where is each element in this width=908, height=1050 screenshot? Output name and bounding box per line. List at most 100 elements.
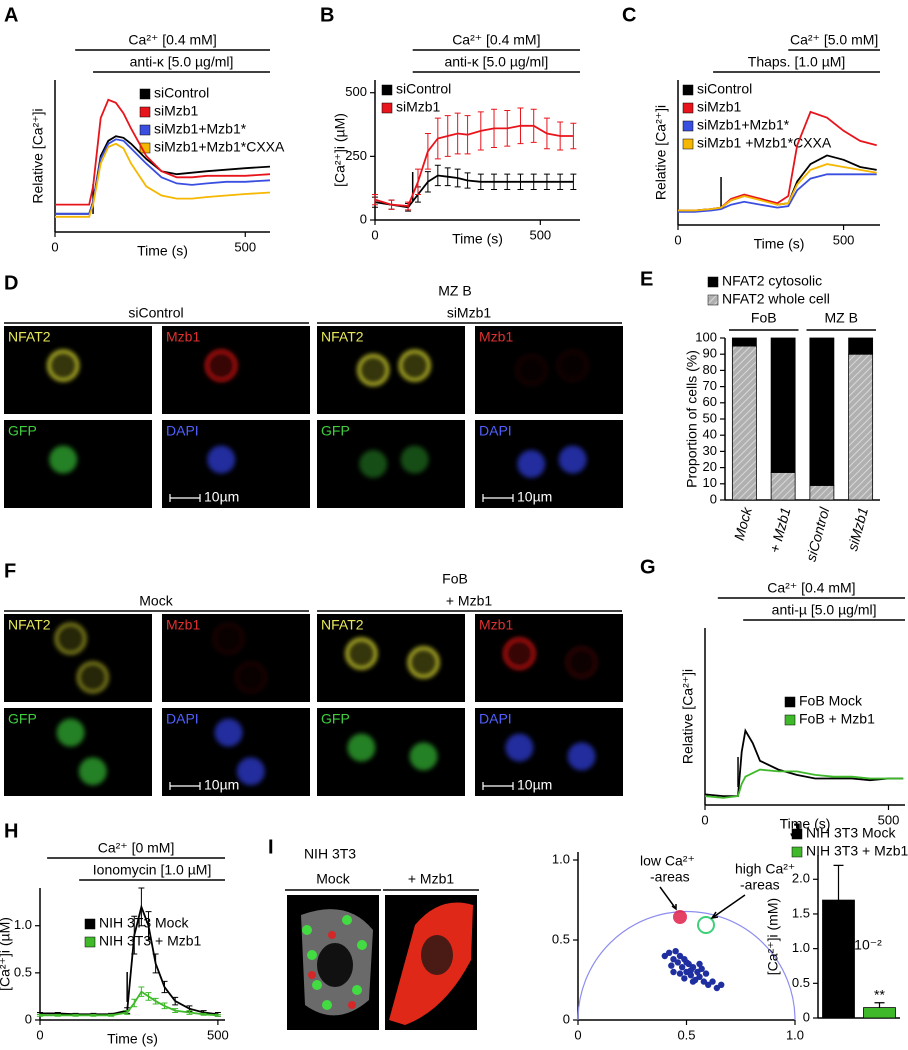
cell-body (214, 718, 243, 747)
cell-body (347, 733, 376, 762)
point (683, 959, 690, 966)
point (672, 948, 679, 955)
micrograph: DAPI 10µm (162, 708, 310, 796)
point (668, 962, 675, 969)
point (687, 967, 695, 974)
micrograph: GFP (317, 420, 465, 508)
panel-title: FoB (442, 571, 468, 587)
point (676, 970, 684, 977)
cell-core (59, 627, 82, 650)
trace (678, 163, 877, 212)
legend-swatch (139, 124, 151, 136)
cell-body (236, 757, 265, 786)
scale-bar-label: 10µm (204, 489, 239, 505)
cell-rim (54, 622, 87, 655)
channel-label: Mzb1 (166, 617, 200, 633)
cell-core (218, 628, 240, 650)
x-tick-label: siControl (803, 505, 833, 563)
scale-bar (482, 782, 514, 790)
x-axis-label: Time (s) (452, 231, 503, 247)
x-axis-label: Time (s) (754, 236, 805, 252)
legend-swatch (139, 106, 151, 118)
nucleus (317, 943, 353, 987)
image-label: Mock (316, 871, 350, 887)
image-background (317, 708, 465, 796)
scale-bar (482, 494, 514, 502)
channel-label: DAPI (479, 711, 512, 727)
legend-swatch (791, 846, 803, 858)
x-tick-label: 0 (371, 227, 378, 242)
legend-label: siMzb1+Mzb1*CXXA (154, 139, 285, 155)
speckle (312, 980, 322, 990)
micrograph: NFAT2 (4, 614, 152, 702)
y-tick-label: 0 (563, 1011, 570, 1026)
panel-label: F (4, 560, 16, 582)
y-tick-label: 0 (803, 1009, 810, 1024)
channel-label: GFP (8, 423, 37, 439)
annotation: p=10⁻² (838, 937, 882, 953)
cell-core (210, 354, 233, 377)
y-tick-label: 30 (703, 443, 717, 458)
speckle (322, 1000, 332, 1010)
y-tick-label: 250 (345, 148, 367, 163)
cell-core (362, 359, 385, 381)
y-tick-label: 1.5 (792, 905, 810, 920)
legend-label: NFAT2 whole cell (722, 291, 830, 307)
y-tick-label: 10 (703, 475, 717, 490)
stimulus-label: Ca²⁺ [0.4 mM] (767, 580, 855, 596)
image-background (4, 420, 152, 508)
cell-rim (205, 349, 238, 382)
nucleus (421, 935, 453, 975)
annotation: -areas (740, 877, 780, 893)
panel-label: E (640, 268, 653, 290)
y-tick-label: 0 (25, 1011, 32, 1026)
y-tick-label: 40 (703, 427, 717, 442)
legend-label: FoB Mock (799, 693, 863, 709)
stimulus-label: Ca²⁺ [0 mM] (98, 840, 175, 856)
image-background (317, 614, 465, 702)
panel-label: B (320, 4, 334, 26)
cell-core (52, 354, 75, 377)
point (718, 981, 725, 988)
cell-body (409, 742, 438, 771)
cell-core (403, 354, 426, 377)
legend-swatch (381, 84, 393, 96)
micrograph: DAPI 10µm (475, 708, 623, 796)
image-label: + Mzb1 (408, 871, 455, 887)
cell-core (508, 642, 531, 665)
stimulus-label: anti-µ [5.0 µg/ml] (772, 602, 877, 618)
cell-core (240, 666, 262, 688)
cell-rim (47, 349, 80, 382)
cell-core (350, 642, 373, 665)
legend-label: NIH 3T3 + Mzb1 (99, 933, 202, 949)
y-tick-label: 1.0 (552, 851, 570, 866)
legend-label: siMzb1 (396, 99, 441, 115)
y-tick-label: 80 (703, 362, 717, 377)
cell-rim (357, 354, 390, 386)
legend-swatch (381, 102, 393, 114)
point (687, 972, 695, 979)
micrograph: Mzb1 (162, 326, 310, 414)
x-tick-label: 500 (833, 232, 855, 247)
cell-rim (515, 354, 548, 386)
group-label: FoB (751, 310, 777, 326)
scale-bar-label: 10µm (517, 489, 552, 505)
channel-label: NFAT2 (8, 329, 51, 345)
x-tick-label: 500 (234, 239, 256, 254)
trace (55, 98, 271, 206)
cell-core (412, 651, 435, 674)
y-tick-label: 0.5 (792, 975, 810, 990)
stimulus-label: Ca²⁺ [0.4 mM] (128, 32, 216, 48)
stimulus-label: Ca²⁺ [0.4 mM] (452, 32, 540, 48)
legend-label: NIH 3T3 + Mzb1 (806, 843, 908, 859)
x-tick-label: 0 (51, 239, 58, 254)
point (696, 960, 703, 968)
y-axis-label: Proportion of cells (%) (684, 350, 700, 488)
cell-rim (503, 637, 536, 670)
legend-swatch (682, 120, 694, 132)
cell-body (359, 450, 388, 478)
cell-body (56, 718, 85, 747)
legend-label: NIH 3T3 Mock (806, 825, 896, 841)
trace (704, 728, 904, 797)
